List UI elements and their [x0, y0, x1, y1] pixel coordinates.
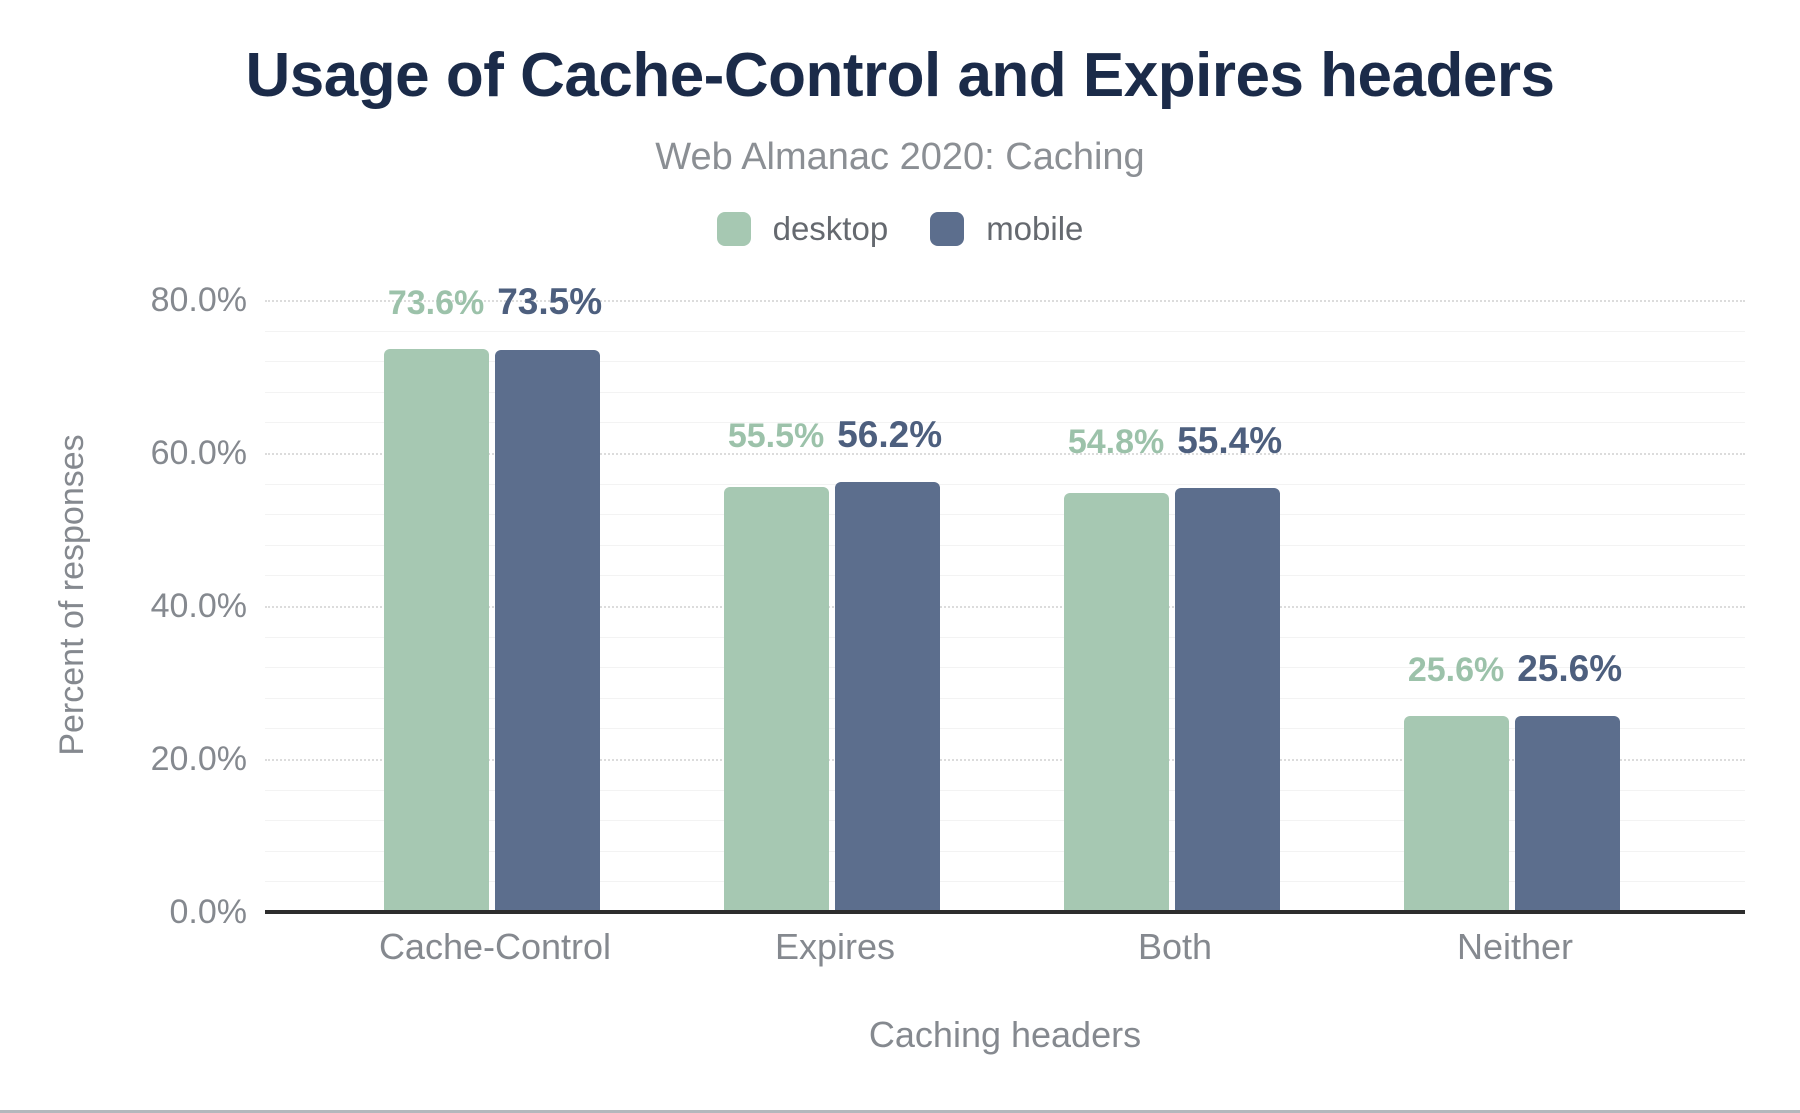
value-label-mobile-expires: 56.2% — [837, 414, 943, 455]
value-label-mobile-neither: 25.6% — [1517, 648, 1623, 689]
y-tick-label: 20.0% — [150, 740, 247, 778]
value-labels-cache-control: 73.6% 73.5% — [245, 281, 745, 323]
bar-desktop-both[interactable] — [1064, 493, 1169, 912]
x-axis-title: Caching headers — [868, 1014, 1142, 1055]
legend-label-mobile: mobile — [986, 210, 1084, 247]
value-label-mobile-cache-control: 73.5% — [497, 281, 603, 322]
gridline-minor — [265, 850, 1745, 852]
x-category-label-expires: Expires — [774, 926, 896, 967]
bar-mobile-both[interactable] — [1175, 488, 1280, 912]
y-tick-label: 40.0% — [150, 587, 247, 625]
legend-item-mobile: mobile — [930, 210, 1083, 248]
gridline-minor — [265, 514, 1745, 516]
x-axis-line — [265, 910, 1745, 914]
bar-group-neither — [1404, 716, 1626, 912]
x-category-label-neither: Neither — [1456, 926, 1574, 967]
value-label-mobile-both: 55.4% — [1177, 420, 1283, 461]
y-tick-label: 60.0% — [150, 434, 247, 472]
plot-area: 73.6% 73.5% 55.5% 56.2% 54.8% 55.4% 25.6% 25.6% — [265, 281, 1745, 914]
value-label-desktop-expires: 55.5% — [727, 417, 825, 455]
gridline-major — [265, 606, 1745, 608]
gridline-minor — [265, 330, 1745, 332]
gridline-minor — [265, 820, 1745, 822]
bar-group-both — [1064, 488, 1286, 912]
chart-subtitle: Web Almanac 2020: Caching — [655, 136, 1145, 178]
x-category-label-both: Both — [1137, 926, 1213, 967]
legend-item-desktop: desktop — [716, 210, 889, 248]
y-tick-label: 0.0% — [169, 893, 248, 931]
gridline-minor — [265, 636, 1745, 638]
gridline-major — [265, 759, 1745, 761]
value-labels-both: 54.8% 55.4% — [925, 420, 1425, 462]
gridline-minor — [265, 361, 1745, 363]
bar-mobile-expires[interactable] — [835, 482, 940, 912]
bar-desktop-expires[interactable] — [724, 487, 829, 912]
gridline-minor — [265, 575, 1745, 577]
bar-mobile-neither[interactable] — [1515, 716, 1620, 912]
value-label-desktop-neither: 25.6% — [1407, 651, 1505, 689]
gridline-minor — [265, 728, 1745, 730]
value-labels-expires: 55.5% 56.2% — [585, 414, 1085, 456]
bar-mobile-cache-control[interactable] — [495, 350, 600, 912]
value-labels-neither: 25.6% 25.6% — [1265, 648, 1765, 690]
gridline-major — [265, 453, 1745, 455]
gridline-minor — [265, 483, 1745, 485]
chart-title: Usage of Cache-Control and Expires heade… — [245, 41, 1555, 110]
value-label-desktop-cache-control: 73.6% — [387, 284, 485, 322]
bar-group-expires — [724, 482, 946, 912]
gridline-minor — [265, 391, 1745, 393]
bar-desktop-neither[interactable] — [1404, 716, 1509, 912]
gridline-minor — [265, 667, 1745, 669]
gridline-minor — [265, 544, 1745, 546]
legend-swatch-desktop-icon — [716, 212, 751, 246]
x-category-label-cache-control: Cache-Control — [378, 926, 612, 967]
gridline-minor — [265, 881, 1745, 883]
legend: desktop mobile — [0, 210, 1800, 248]
gridline-minor — [265, 789, 1745, 791]
gridline-minor — [265, 422, 1745, 424]
legend-swatch-mobile-icon — [930, 212, 965, 246]
value-label-desktop-both: 54.8% — [1067, 423, 1165, 461]
legend-label-desktop: desktop — [772, 210, 889, 247]
bar-group-cache-control — [384, 349, 606, 912]
bar-desktop-cache-control[interactable] — [384, 349, 489, 912]
gridline-major — [265, 300, 1745, 302]
y-tick-label: 80.0% — [150, 281, 247, 319]
gridline-minor — [265, 697, 1745, 699]
figure-bottom-border — [0, 1110, 1800, 1113]
